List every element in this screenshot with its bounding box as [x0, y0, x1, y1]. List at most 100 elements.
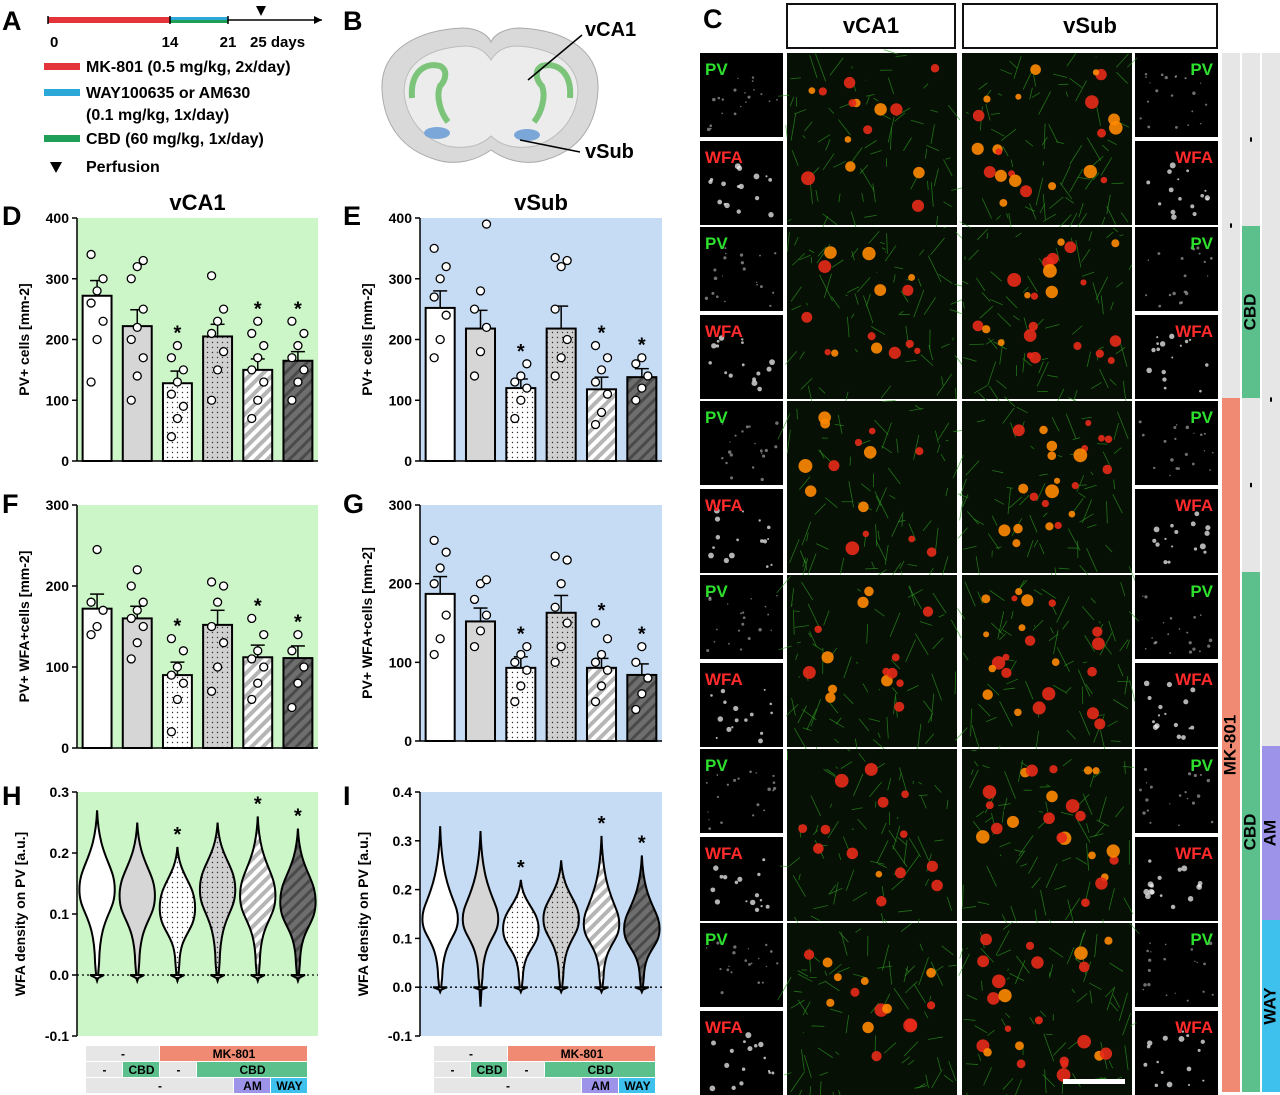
pv-speck	[713, 276, 718, 281]
cell-body	[871, 1051, 882, 1062]
green-fiber	[857, 588, 861, 592]
green-fiber	[881, 913, 884, 924]
pv-speck	[1208, 638, 1213, 643]
green-fiber	[1082, 793, 1093, 815]
green-fiber	[925, 148, 928, 159]
data-point	[247, 654, 257, 664]
side-bar-receptor-label: -	[1260, 397, 1279, 403]
green-fiber	[966, 947, 968, 950]
cell-body	[1011, 595, 1018, 602]
pv-speck	[1144, 767, 1148, 771]
green-fiber	[1111, 182, 1124, 185]
pv-speck	[1200, 433, 1203, 436]
pv-speck	[706, 127, 711, 132]
significance-asterisk: *	[254, 298, 262, 320]
pv-speck	[730, 476, 734, 480]
pv-speck	[1147, 982, 1151, 987]
pv-speck	[737, 777, 740, 780]
data-point	[631, 395, 641, 405]
cell-body	[1053, 477, 1061, 484]
green-fiber	[1072, 437, 1081, 440]
legend-triangle-icon	[50, 162, 62, 173]
pv-speck	[742, 616, 746, 620]
cell-body	[1085, 95, 1099, 109]
pv-speck	[721, 112, 723, 115]
cell-body	[1048, 182, 1057, 191]
wfa-speck	[1177, 867, 1182, 872]
green-fiber	[1101, 216, 1106, 226]
pv-speck	[774, 252, 777, 255]
pv-label: PV	[705, 408, 728, 427]
cell-body	[843, 76, 856, 89]
cell-body	[972, 320, 984, 332]
pv-speck	[1164, 943, 1167, 946]
green-fiber	[1043, 213, 1056, 222]
green-fiber	[1106, 986, 1116, 1011]
green-fiber	[909, 585, 916, 606]
green-fiber	[863, 295, 874, 324]
wfa-channel-image	[1135, 663, 1218, 747]
significance-asterisk: *	[174, 824, 182, 846]
cell-body	[1107, 356, 1115, 365]
green-fiber	[934, 839, 944, 842]
cell-body	[982, 325, 991, 334]
pv-speck	[708, 819, 710, 821]
pv-speck	[770, 629, 772, 632]
green-fiber	[790, 999, 805, 1009]
green-fiber	[1002, 1078, 1014, 1090]
green-fiber	[789, 96, 795, 107]
data-point	[98, 605, 108, 615]
pv-speck	[755, 772, 757, 774]
green-fiber	[1085, 683, 1093, 695]
wfa-speck	[1179, 344, 1182, 347]
cell-body	[980, 933, 992, 946]
cell-body	[1029, 492, 1039, 501]
wfa-speck	[1196, 884, 1203, 890]
green-fiber	[1012, 315, 1021, 321]
data-point	[590, 377, 601, 387]
cell-body	[1034, 1016, 1043, 1025]
pv-speck	[1167, 633, 1170, 636]
wfa-speck	[1173, 722, 1179, 728]
green-fiber	[1041, 588, 1057, 599]
green-fiber	[990, 271, 1002, 282]
green-fiber	[846, 316, 850, 338]
green-fiber	[995, 546, 1002, 549]
pv-speck	[1149, 82, 1151, 84]
pv-speck	[1210, 820, 1214, 824]
wfa-speck	[1167, 560, 1171, 564]
pv-speck	[1184, 452, 1188, 456]
cell-body	[862, 1021, 874, 1034]
green-fiber	[889, 494, 896, 500]
green-fiber	[912, 780, 914, 784]
green-fiber	[930, 237, 945, 256]
wfa-speck	[1187, 896, 1194, 902]
green-fiber	[802, 1001, 811, 1016]
green-fiber	[891, 513, 903, 537]
wfa-speck	[1160, 1071, 1164, 1074]
pv-speck	[1170, 458, 1174, 462]
green-fiber	[981, 292, 991, 302]
green-fiber	[962, 301, 965, 309]
pv-speck	[1194, 960, 1196, 962]
green-fiber	[971, 725, 981, 751]
green-fiber	[1004, 771, 1016, 799]
green-fiber	[1071, 325, 1083, 335]
data-point	[126, 581, 136, 591]
pv-speck	[765, 943, 768, 947]
wfa-speck	[736, 538, 739, 542]
green-fiber	[791, 697, 796, 716]
cell-body	[1054, 521, 1062, 530]
green-fiber	[1109, 962, 1124, 972]
green-fiber	[894, 112, 906, 122]
green-fiber	[810, 915, 821, 921]
data-point	[259, 629, 269, 640]
wfa-speck	[1188, 338, 1192, 341]
group-cell	[471, 1062, 507, 1077]
group-cell	[508, 1062, 544, 1077]
data-point	[247, 328, 257, 339]
cell-body	[1083, 766, 1093, 775]
wfa-speck	[1156, 1060, 1159, 1064]
cell-body	[1018, 624, 1026, 632]
